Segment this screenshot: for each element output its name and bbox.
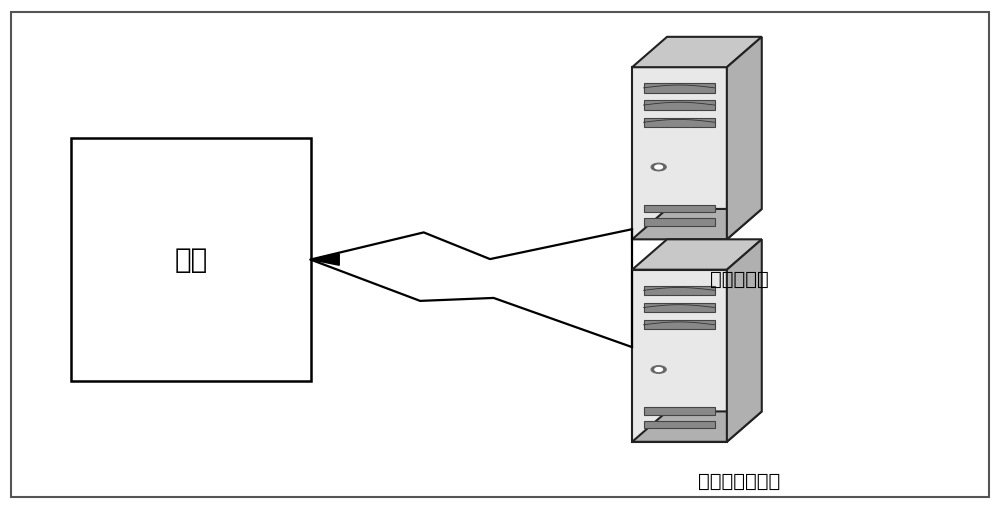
Polygon shape — [311, 229, 632, 347]
Bar — [644, 218, 715, 226]
Bar — [644, 421, 715, 429]
Bar — [644, 407, 715, 415]
Bar — [644, 83, 715, 93]
Bar — [644, 320, 715, 329]
Polygon shape — [632, 270, 727, 442]
Bar — [644, 100, 715, 110]
Polygon shape — [727, 37, 762, 239]
Circle shape — [651, 365, 666, 374]
Text: 拦截服务器: 拦截服务器 — [710, 270, 769, 289]
Polygon shape — [632, 209, 762, 239]
Text: 门锁: 门锁 — [174, 245, 207, 273]
Polygon shape — [632, 411, 762, 442]
Polygon shape — [632, 67, 727, 239]
Bar — [644, 118, 715, 127]
Polygon shape — [632, 37, 762, 67]
Polygon shape — [311, 254, 339, 265]
Bar — [644, 303, 715, 313]
Bar — [644, 286, 715, 295]
Polygon shape — [632, 239, 762, 270]
Circle shape — [655, 367, 662, 372]
Circle shape — [651, 163, 666, 171]
Bar — [71, 138, 311, 381]
Polygon shape — [727, 239, 762, 442]
Circle shape — [655, 165, 662, 169]
Bar — [644, 205, 715, 212]
Text: 门锁对应服务器: 门锁对应服务器 — [698, 472, 780, 491]
